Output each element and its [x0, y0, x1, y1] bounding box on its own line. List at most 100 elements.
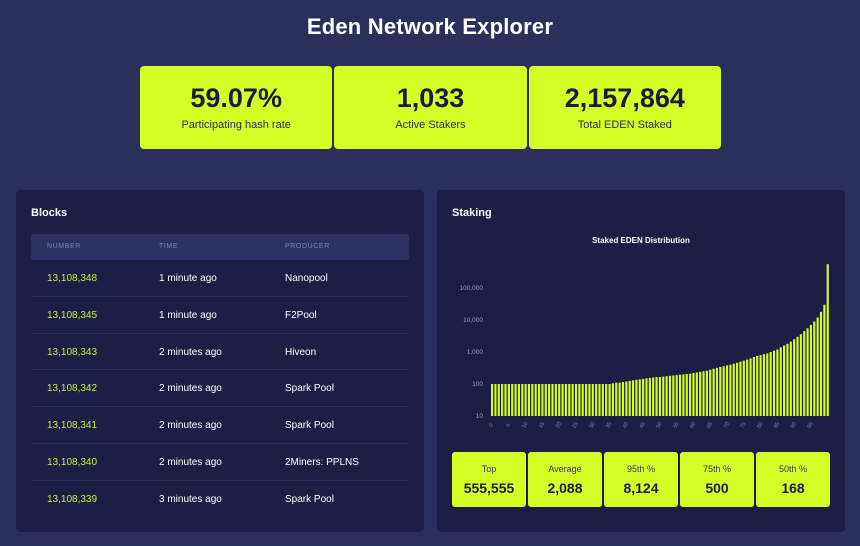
chart-bar	[752, 356, 755, 416]
chart-bar	[504, 384, 507, 416]
chart-bar	[658, 377, 661, 416]
chart-bar	[507, 384, 510, 416]
chart-bar	[581, 384, 584, 416]
table-row[interactable]: 13,108,342 2 minutes ago Spark Pool	[31, 370, 409, 408]
chart-bar	[561, 384, 564, 416]
x-tick-label: 60	[689, 421, 697, 429]
block-time: 2 minutes ago	[159, 420, 222, 432]
chart-bar	[769, 352, 772, 416]
chart-bar	[588, 384, 591, 416]
y-tick-label: 1,000	[467, 349, 484, 356]
chart-title: Staked EDEN Distribution	[592, 236, 690, 245]
chart-bar	[568, 384, 571, 416]
chart-bar	[779, 347, 782, 416]
summary-value: 2,088	[547, 479, 583, 496]
table-row[interactable]: 13,108,339 3 minutes ago Spark Pool	[31, 481, 409, 518]
chart-bar	[645, 378, 648, 416]
block-number-link[interactable]: 13,108,343	[47, 346, 98, 358]
x-tick-label: 75	[739, 421, 747, 429]
summary-label: Top	[481, 463, 497, 474]
stat-active-stakers: 1,033 Active Stakers	[334, 66, 527, 149]
summary-top: Top 555,555	[452, 452, 526, 507]
stat-hash-rate: 59.07% Participating hash rate	[140, 66, 333, 149]
blocks-title: Blocks	[31, 207, 68, 219]
chart-bar	[759, 355, 762, 416]
chart-bar	[655, 377, 658, 416]
table-row[interactable]: 13,108,348 1 minute ago Nanopool	[31, 260, 409, 297]
block-number-link[interactable]: 13,108,339	[47, 493, 98, 505]
table-row[interactable]: 13,108,345 1 minute ago F2Pool	[31, 297, 409, 334]
chart-bar	[595, 384, 598, 416]
chart-bar	[809, 324, 813, 416]
chart-bar	[695, 372, 698, 416]
y-tick-label: 10	[476, 413, 484, 420]
summary-value: 168	[781, 479, 805, 496]
chart-bar	[611, 383, 614, 416]
chart-bar	[799, 334, 802, 416]
chart-bar	[776, 349, 779, 416]
chart-bar	[816, 317, 819, 416]
table-row[interactable]: 13,108,340 2 minutes ago 2Miners: PPLNS	[31, 444, 409, 481]
block-number-link[interactable]: 13,108,340	[47, 456, 98, 468]
summary-value: 8,124	[623, 479, 659, 496]
chart-bar	[618, 382, 621, 416]
summary-75th: 75th % 500	[680, 452, 754, 507]
stat-label: Total EDEN Staked	[577, 118, 672, 131]
chart-bar	[511, 384, 514, 416]
chart-bar	[725, 365, 729, 416]
chart-bar	[541, 384, 544, 416]
x-tick-label: 5	[505, 423, 512, 429]
x-tick-label: 90	[790, 421, 798, 429]
chart-bar	[668, 375, 672, 416]
chart-bar	[635, 379, 638, 416]
stat-value: 2,157,864	[564, 83, 685, 114]
block-number-link[interactable]: 13,108,342	[47, 383, 98, 395]
chart-bar	[826, 264, 829, 416]
x-tick-label: 45	[639, 421, 647, 429]
blocks-panel: Blocks NUMBER TIME PRODUCER 13,108,348 1…	[16, 190, 424, 532]
x-tick-label: 35	[605, 421, 613, 429]
chart-bar	[672, 375, 675, 416]
chart-bar	[501, 384, 504, 416]
chart-bar	[766, 353, 769, 416]
chart-bar	[652, 377, 655, 416]
y-tick-label: 100	[472, 381, 483, 388]
table-row[interactable]: 13,108,343 2 minutes ago Hiveon	[31, 334, 409, 371]
block-number-link[interactable]: 13,108,341	[47, 420, 98, 432]
chart-bar	[591, 384, 594, 416]
chart-bar	[615, 382, 618, 416]
chart-bar	[524, 384, 527, 416]
summary-value: 555,555	[463, 479, 515, 496]
chart-bar	[665, 376, 668, 416]
stat-value: 59.07%	[190, 83, 282, 114]
chart-bar	[534, 384, 537, 416]
x-tick-label: 70	[723, 421, 731, 429]
block-producer: 2Miners: PPLNS	[285, 456, 359, 468]
table-row[interactable]: 13,108,341 2 minutes ago Spark Pool	[31, 407, 409, 444]
chart-bar	[625, 381, 628, 416]
block-producer: Hiveon	[285, 346, 317, 358]
chart-bar	[601, 384, 604, 416]
block-producer: Nanopool	[285, 273, 328, 284]
page-title: Eden Network Explorer	[306, 14, 554, 39]
y-tick-label: 100,000	[460, 285, 484, 292]
chart-bar	[685, 374, 688, 416]
stat-value: 1,033	[396, 83, 465, 114]
block-number-link[interactable]: 13,108,348	[47, 273, 98, 284]
y-tick-label: 10,000	[463, 317, 483, 324]
chart-bar	[621, 382, 625, 416]
summary-label: 95th %	[626, 463, 656, 474]
stat-label: Participating hash rate	[181, 118, 291, 131]
chart-bar	[544, 384, 547, 416]
block-time: 2 minutes ago	[159, 346, 222, 358]
chart-bar	[749, 358, 752, 416]
block-number-link[interactable]: 13,108,345	[47, 309, 98, 321]
chart-bar	[732, 363, 735, 416]
chart-bar	[803, 331, 806, 416]
x-tick-label: 95	[807, 421, 815, 429]
chart-bar	[551, 384, 554, 416]
chart-bar	[736, 362, 739, 416]
block-time: 1 minute ago	[159, 273, 217, 284]
chart-bar	[605, 384, 608, 416]
x-tick-label: 30	[588, 421, 596, 429]
